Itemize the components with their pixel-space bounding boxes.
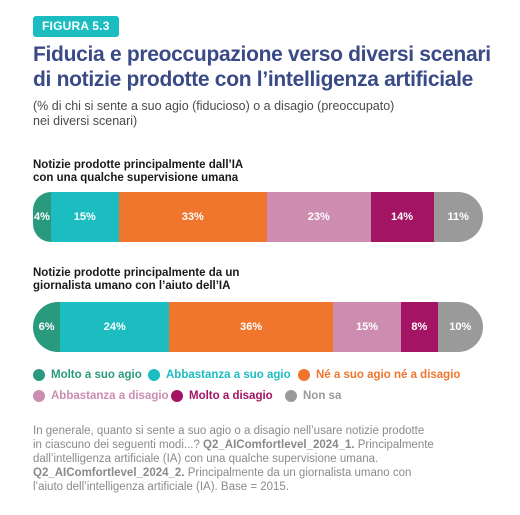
legend-dot-non-sa bbox=[285, 390, 297, 402]
note-code-1: Q2_AIComfortlevel_2024_1. bbox=[203, 439, 355, 451]
row-label-2: Notizie prodotte principalmente da un gi… bbox=[33, 267, 453, 293]
legend-item-molto-disagio: Molto a disagio bbox=[171, 390, 273, 402]
subtitle-line-1: (% di chi si sente a suo agio (fiducioso… bbox=[33, 99, 395, 113]
note-line-1: In generale, quanto si sente a suo agio … bbox=[33, 425, 425, 437]
legend-label-molto-disagio: Molto a disagio bbox=[189, 390, 273, 402]
row-label-1: Notizie prodotte principalmente dall’IA … bbox=[33, 159, 453, 185]
row-label-2-line-1: Notizie prodotte principalmente da un bbox=[33, 267, 240, 279]
row-label-1-line-1: Notizie prodotte principalmente dall’IA bbox=[33, 159, 244, 171]
subtitle-line-2: nei diversi scenari) bbox=[33, 114, 138, 128]
bar-segment-abbastanza-disagio: 15% bbox=[333, 302, 402, 352]
chart-subtitle: (% di chi si sente a suo agio (fiducioso… bbox=[33, 99, 493, 129]
bar-segment-abbastanza-disagio: 23% bbox=[267, 192, 371, 242]
legend-label-non-sa: Non sa bbox=[303, 390, 342, 402]
bar-value-label: 4% bbox=[34, 211, 50, 223]
bar-segment-abbastanza-agio: 24% bbox=[60, 302, 170, 352]
row-label-1-line-2: con una qualche supervisione umana bbox=[33, 172, 239, 184]
legend-label-abbastanza-agio: Abbastanza a suo agio bbox=[166, 369, 291, 381]
note-line-2: in ciascuno dei seguenti modi...? Q2_AIC… bbox=[33, 438, 473, 452]
legend-item-abbastanza-agio: Abbastanza a suo agio bbox=[148, 369, 291, 381]
bar-segment-non-sa: 10% bbox=[437, 302, 483, 352]
bar-value-label: 15% bbox=[356, 321, 379, 333]
bar-segment-molto-agio: 4% bbox=[33, 192, 51, 242]
note-line-2-post: Principalmente bbox=[354, 439, 434, 451]
legend-item-non-sa: Non sa bbox=[285, 390, 341, 402]
legend-dot-molto-disagio bbox=[171, 390, 183, 402]
bar-segment-abbastanza-agio: 15% bbox=[51, 192, 119, 242]
note-line-3: dall’intelligenza artificiale (IA) con u… bbox=[33, 453, 379, 465]
legend-dot-molto-agio bbox=[33, 369, 45, 381]
title-line-1: Fiducia e preoccupazione verso diversi s… bbox=[33, 43, 491, 66]
note-line-2-pre: in ciascuno dei seguenti modi...? bbox=[33, 439, 204, 451]
source-note: In generale, quanto si sente a suo agio … bbox=[33, 424, 473, 494]
bar-value-label: 36% bbox=[240, 321, 263, 333]
stacked-bar-1: 4% 15% 33% 23% 14% 11% bbox=[33, 192, 483, 242]
bar-value-label: 8% bbox=[411, 321, 428, 333]
legend-item-molto-agio: Molto a suo agio bbox=[33, 369, 142, 381]
legend-label-molto-agio: Molto a suo agio bbox=[51, 369, 142, 381]
bar-value-label: 6% bbox=[38, 321, 55, 333]
bar-value-label: 11% bbox=[447, 211, 469, 223]
legend-dot-ne-ne bbox=[298, 369, 310, 381]
bar-value-label: 15% bbox=[73, 211, 96, 223]
title-line-2: di notizie prodotte con l’intelligenza a… bbox=[33, 68, 474, 91]
legend-item-abbastanza-disagio: Abbastanza a disagio bbox=[33, 390, 169, 402]
bar-value-label: 10% bbox=[449, 321, 472, 333]
figure-badge: FIGURA 5.3 bbox=[33, 16, 119, 37]
note-line-4: Q2_AIComfortlevel_2024_2. Principalmente… bbox=[33, 466, 473, 480]
stacked-bar-2: 6% 24% 36% 15% 8% 10% bbox=[33, 302, 483, 352]
legend-item-ne-ne: Né a suo agio né a disagio bbox=[298, 369, 460, 381]
note-line-5: l’aiuto dell’intelligenza artificiale (I… bbox=[33, 481, 290, 493]
bar-segment-molto-agio: 6% bbox=[33, 302, 61, 352]
legend-dot-abbastanza-agio bbox=[148, 369, 160, 381]
legend-label-abbastanza-disagio: Abbastanza a disagio bbox=[51, 390, 169, 402]
bar-value-label: 23% bbox=[307, 211, 330, 223]
bar-value-label: 14% bbox=[390, 211, 414, 223]
bar-segment-ne-ne: 33% bbox=[118, 192, 267, 242]
bar-segment-ne-ne: 36% bbox=[169, 302, 333, 352]
bar-value-label: 24% bbox=[103, 321, 126, 333]
row-label-2-line-2: giornalista umano con l’aiuto dell’IA bbox=[33, 280, 231, 292]
bar-segment-molto-disagio: 8% bbox=[401, 302, 438, 352]
legend-dot-abbastanza-disagio bbox=[33, 390, 45, 402]
bar-segment-molto-disagio: 14% bbox=[370, 192, 434, 242]
chart-title: Fiducia e preoccupazione verso diversi s… bbox=[33, 42, 503, 92]
note-code-2: Q2_AIComfortlevel_2024_2. bbox=[33, 467, 185, 479]
legend-label-ne-ne: Né a suo agio né a disagio bbox=[316, 369, 461, 381]
bar-value-label: 33% bbox=[181, 211, 204, 223]
bar-segment-non-sa: 11% bbox=[433, 192, 483, 242]
note-line-4-post: Principalmente da un giornalista umano c… bbox=[184, 467, 412, 479]
